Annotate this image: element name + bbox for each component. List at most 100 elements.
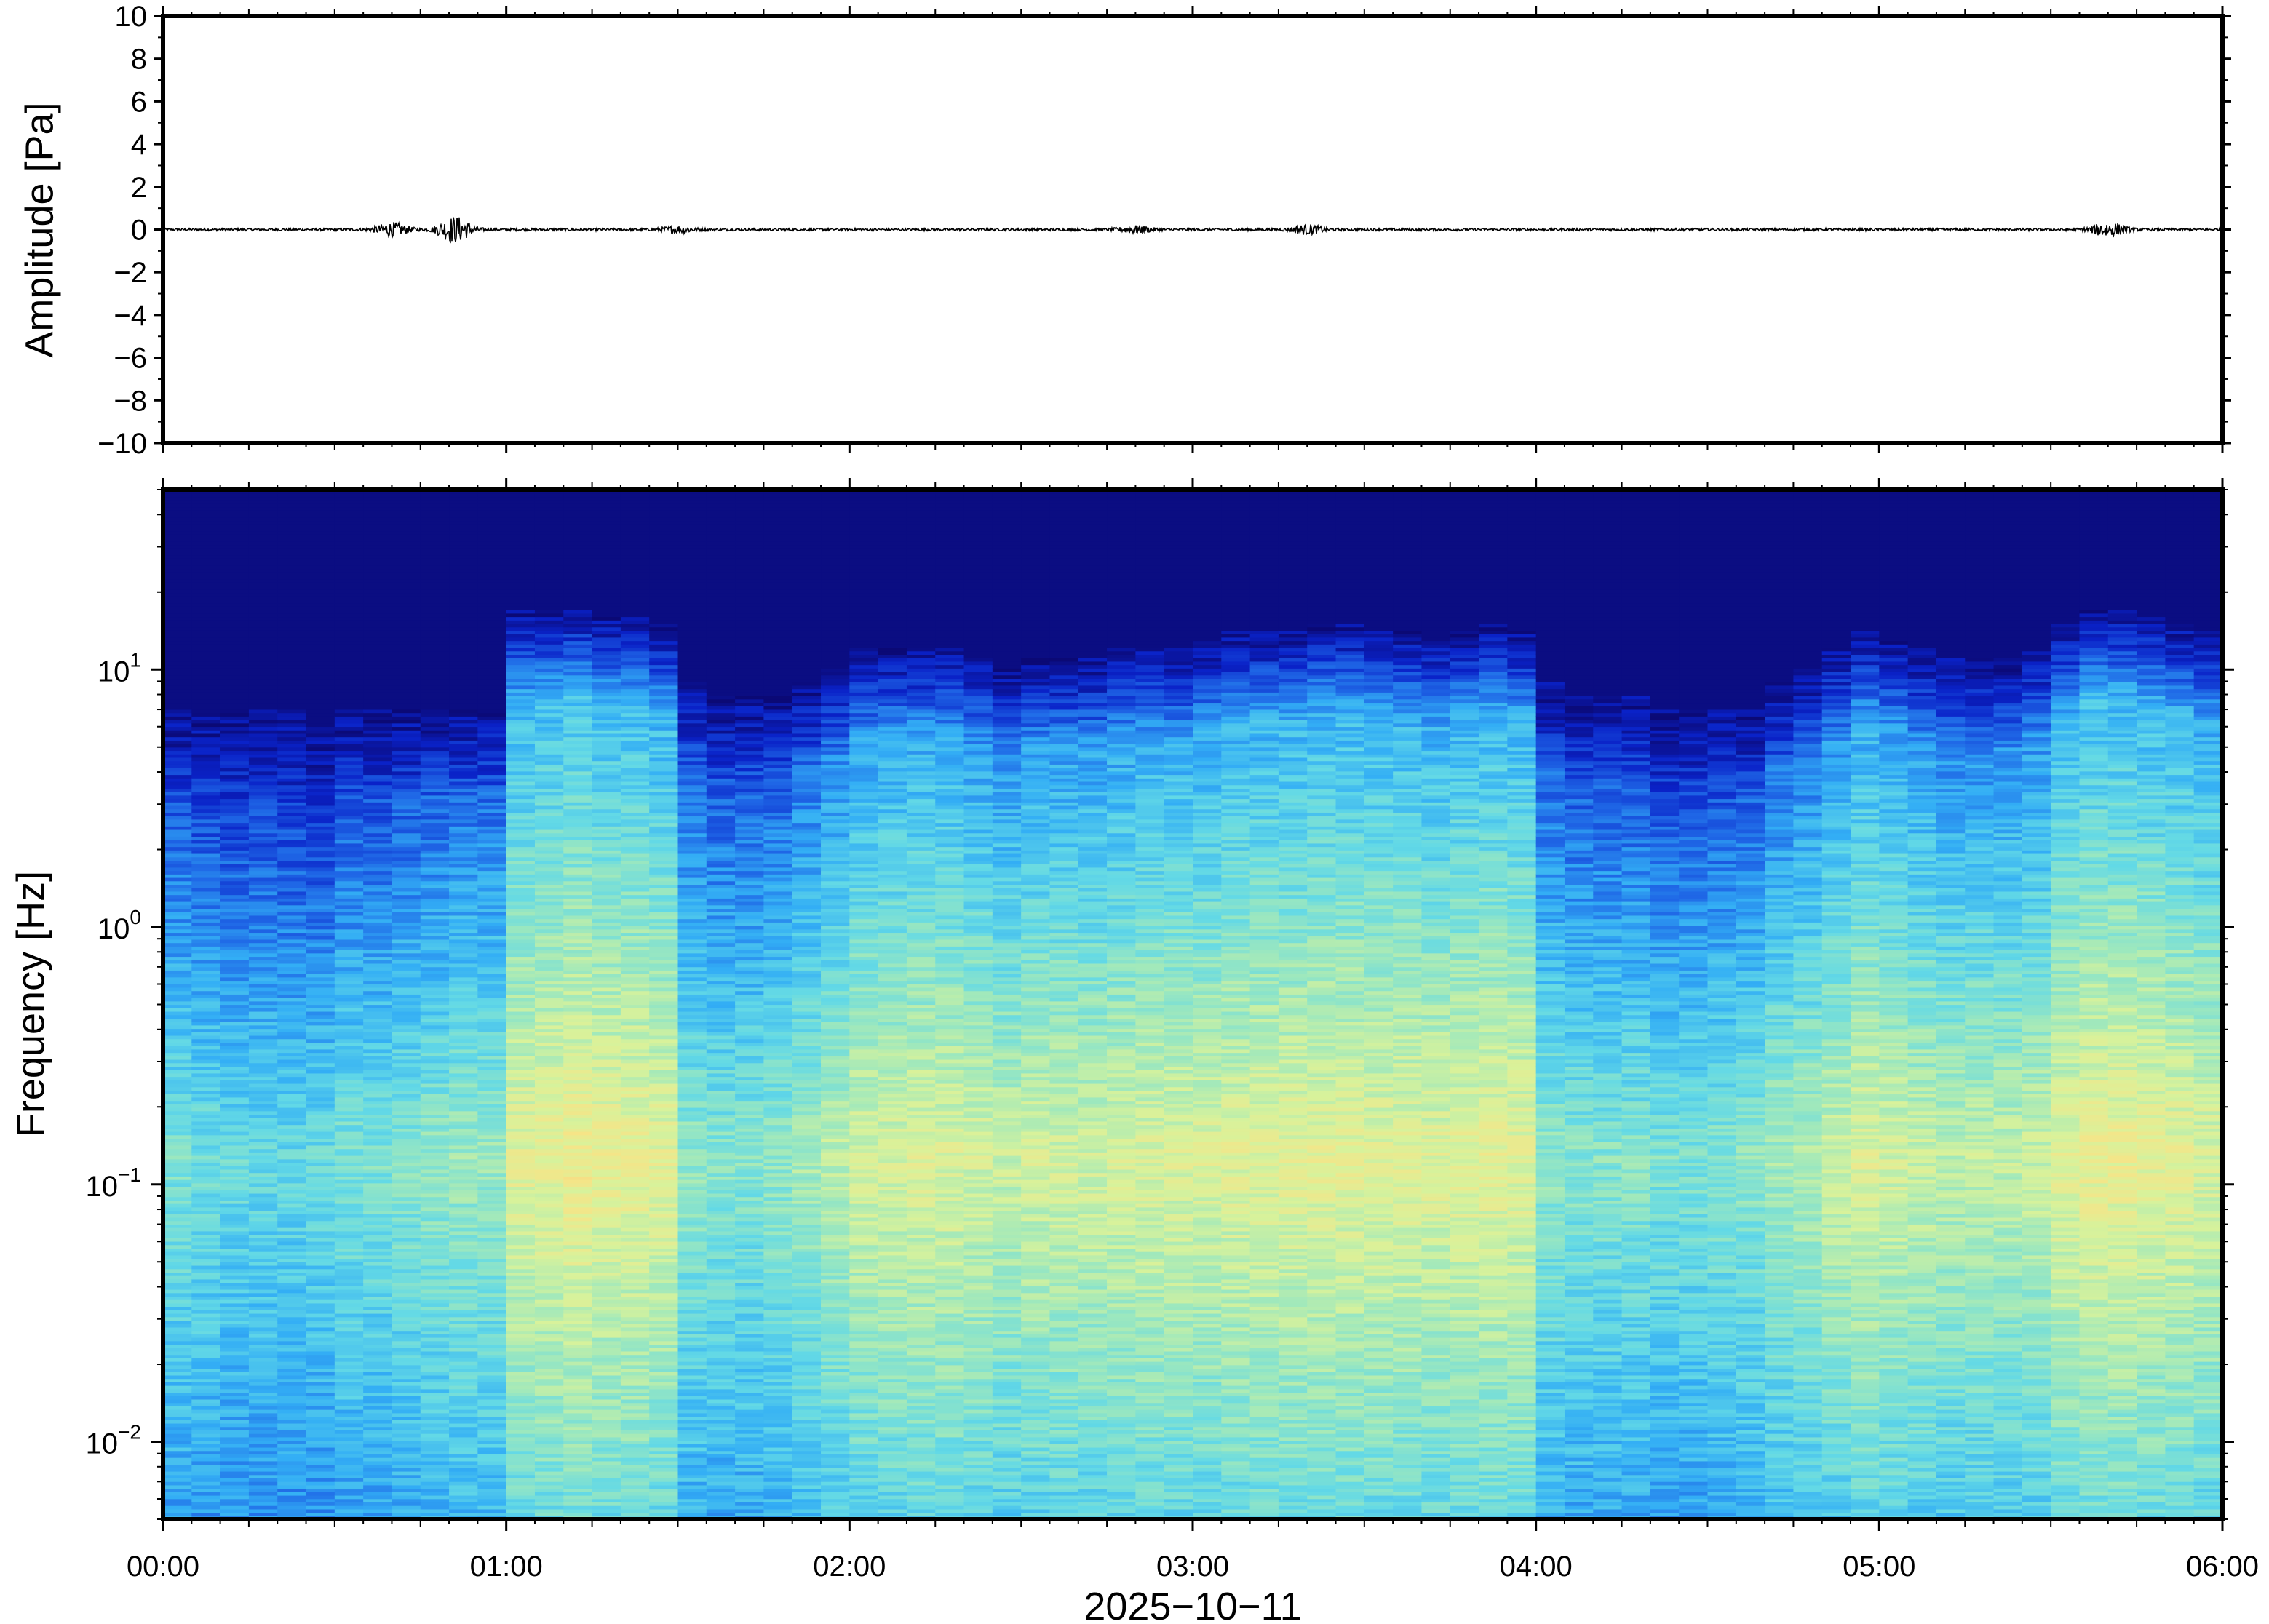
spectrogram-cell	[477, 1365, 506, 1369]
spectrogram-cell	[506, 1313, 536, 1317]
spectrogram-cell	[449, 1066, 478, 1070]
spectrogram-cell	[477, 544, 506, 548]
spectrogram-cell	[449, 548, 478, 552]
spectrogram-cell	[163, 939, 192, 943]
spectrogram-cell	[249, 771, 278, 775]
spectrogram-cell	[477, 833, 506, 837]
spectrogram-cell	[563, 826, 592, 829]
spectrogram-cell	[191, 1337, 220, 1341]
spectrogram-cell	[277, 675, 306, 679]
spectrogram-cell	[306, 1417, 335, 1420]
spectrogram-cell	[392, 531, 421, 535]
spectrogram-cell	[421, 555, 450, 559]
spectrogram-cell	[220, 524, 250, 528]
spectrogram-cell	[249, 1035, 278, 1039]
spectrogram-cell	[535, 1159, 564, 1163]
spectrogram-cell	[392, 929, 421, 933]
spectrogram-cell	[220, 1203, 250, 1207]
spectrogram-cell	[449, 589, 478, 593]
spectrogram-cell	[363, 500, 392, 503]
spectrogram-cell	[191, 1231, 220, 1235]
spectrogram-cell	[421, 1441, 450, 1444]
spectrogram-cell	[277, 692, 306, 696]
spectrogram-cell	[477, 658, 506, 661]
spectrogram-cell	[163, 1351, 192, 1355]
spectrogram-cell	[220, 1073, 250, 1077]
spectrogram-cell	[220, 1492, 250, 1495]
spectrogram-cell	[563, 912, 592, 915]
spectrogram-cell	[191, 836, 220, 840]
spectrogram-cell	[563, 771, 592, 775]
spectrogram-cell	[535, 1457, 564, 1461]
spectrogram-cell	[449, 826, 478, 829]
spectrogram-cell	[506, 1344, 536, 1348]
spectrogram-cell	[506, 1238, 536, 1241]
spectrogram-cell	[392, 1214, 421, 1217]
spectrogram-cell	[277, 1262, 306, 1265]
spectrogram-cell	[306, 1409, 335, 1413]
spectrogram-cell	[477, 1039, 506, 1043]
spectrogram-cell	[506, 720, 536, 723]
spectrogram-cell	[535, 675, 564, 679]
spectrogram-cell	[191, 493, 220, 497]
spectrogram-cell	[277, 1382, 306, 1385]
spectrogram-cell	[220, 572, 250, 576]
spectrogram-cell	[563, 1502, 592, 1505]
spectrogram-cell	[335, 1299, 364, 1303]
spectrogram-cell	[592, 1251, 621, 1255]
spectrogram-time-bin	[506, 490, 536, 1520]
spectrogram-cell	[563, 950, 592, 953]
spectrogram-cell	[163, 514, 192, 517]
spectrogram-cell	[191, 1190, 220, 1193]
spectrogram-cell	[421, 1011, 450, 1015]
spectrogram-cell	[477, 1468, 506, 1471]
spectrogram-cell	[277, 919, 306, 923]
spectrogram-cell	[421, 1489, 450, 1492]
spectrogram-cell	[563, 847, 592, 851]
spectrogram-cell	[163, 1283, 192, 1286]
spectrogram-cell	[449, 1457, 478, 1461]
spectrogram-cell	[392, 1121, 421, 1125]
spectrogram-cell	[477, 922, 506, 926]
spectrogram-cell	[535, 812, 564, 816]
spectrogram-cell	[191, 1269, 220, 1273]
spectrogram-cell	[392, 637, 421, 641]
spectrogram-cell	[335, 1090, 364, 1094]
spectrogram-cell	[392, 1039, 421, 1043]
spectrogram-cell	[506, 792, 536, 795]
spectrogram-cell	[335, 950, 364, 953]
spectrogram-cell	[191, 1241, 220, 1245]
spectrogram-cell	[477, 634, 506, 637]
spectrogram-cell	[277, 706, 306, 709]
spectrogram-cell	[392, 668, 421, 672]
spectrogram-cell	[277, 716, 306, 720]
spectrogram-cell	[506, 891, 536, 895]
spectrogram-cell	[421, 1385, 450, 1389]
spectrogram-cell	[277, 946, 306, 950]
spectrogram-cell	[506, 1275, 536, 1279]
spectrogram-cell	[306, 860, 335, 864]
spectrogram-cell	[363, 675, 392, 679]
spectrogram-cell	[563, 877, 592, 881]
spectrogram-cell	[506, 874, 536, 877]
spectrogram-cell	[220, 757, 250, 761]
spectrogram-cell	[191, 1286, 220, 1289]
spectrogram-cell	[421, 1128, 450, 1131]
spectrogram-cell	[477, 1255, 506, 1259]
spectrogram-cell	[506, 1056, 536, 1059]
spectrogram-cell	[249, 953, 278, 957]
spectrogram-cell	[506, 726, 536, 730]
spectrogram-cell	[335, 1135, 364, 1139]
spectrogram-cell	[592, 682, 621, 685]
spectrogram-cell	[535, 984, 564, 987]
spectrogram-cell	[592, 1457, 621, 1461]
spectrogram-cell	[477, 1005, 506, 1008]
spectrogram-cell	[277, 1094, 306, 1097]
spectrogram-cell	[506, 1118, 536, 1121]
spectrogram-cell	[335, 888, 364, 891]
spectrogram-cell	[392, 1441, 421, 1444]
spectrogram-cell	[220, 648, 250, 651]
spectrogram-cell	[306, 1279, 335, 1283]
spectrogram-cell	[563, 1224, 592, 1227]
